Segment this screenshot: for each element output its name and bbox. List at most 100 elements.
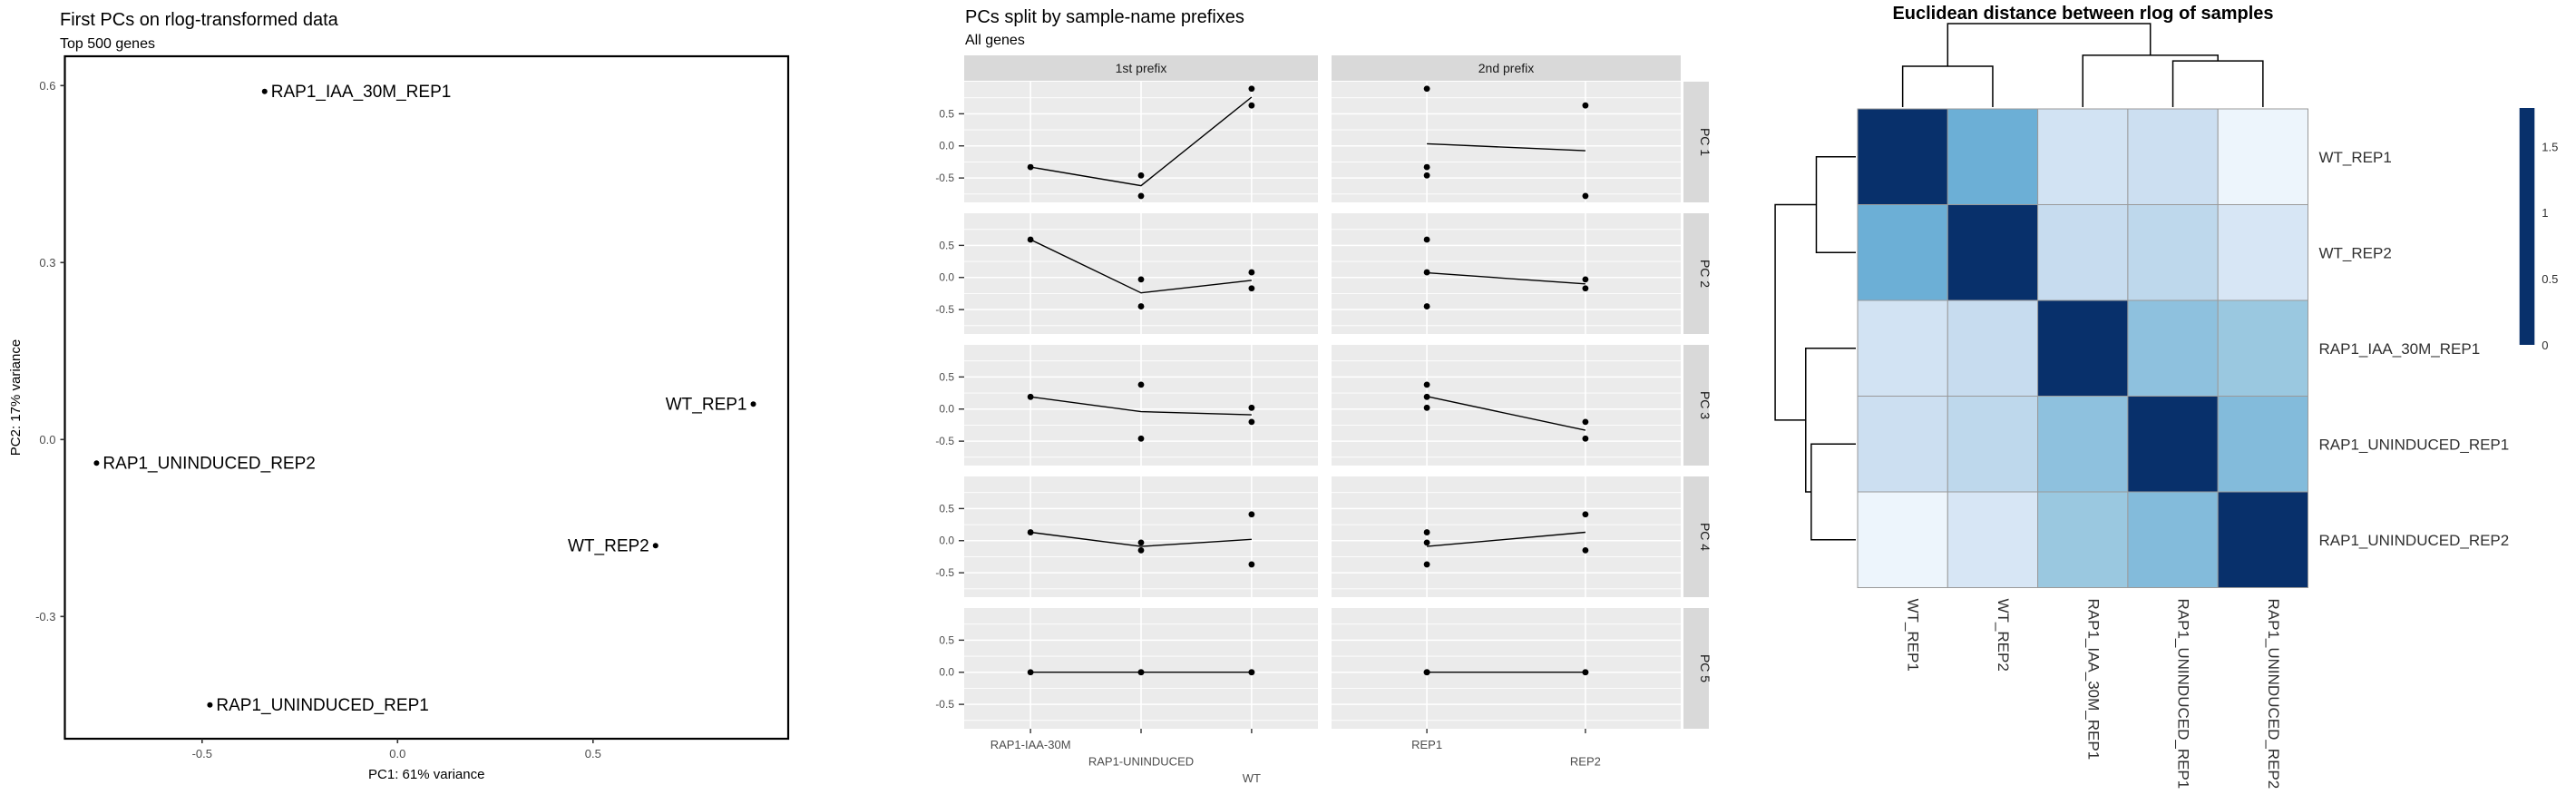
facet-row-strip [1683,608,1709,729]
heatmap-cell [2037,396,2129,493]
heatmap-cell [2217,491,2308,588]
dendrogram-branch [1805,348,1856,493]
data-point [1423,303,1430,309]
data-point [1423,539,1430,546]
facet-panel [1332,82,1681,202]
data-point [1248,418,1255,426]
data-point [1248,404,1255,411]
heatmap-cell [1857,204,1948,301]
y-tick-label: -0.5 [935,566,954,579]
data-point [1248,669,1255,676]
heatmap-cell [2127,108,2219,205]
data-point [750,401,756,407]
heatmap-row-label: WT_REP2 [2319,244,2392,261]
y-tick-label: 0.0 [939,535,954,547]
x-tick-label: 0.0 [389,747,405,761]
y-tick-label: -0.5 [935,303,954,316]
heatmap-col-label: WT_REP1 [1905,599,1922,672]
facet-row-strip [1683,345,1709,466]
heatmap-row-label: RAP1_UNINDUCED_REP2 [2319,532,2510,549]
y-tick-label: -0.5 [935,698,954,711]
heatmap-cell [2127,299,2219,397]
data-point [1582,418,1589,426]
heatmap-cell [2037,108,2129,205]
data-point [1423,393,1430,400]
dendrogram-branch [2082,54,2219,107]
point-label: WT_REP1 [666,395,747,414]
y-tick-label: -0.3 [35,610,55,623]
x-category-label: RAP1-IAA-30M [990,738,1071,751]
y-tick-label: -0.5 [935,435,954,447]
data-point [1582,435,1589,442]
heatmap-cell [2217,396,2308,493]
y-tick-label: 0.0 [939,666,954,679]
facet-col-strip [964,55,1318,81]
heatmap-row-label: RAP1_UNINDUCED_REP1 [2319,436,2510,453]
heatmap-cell [2127,396,2219,493]
x-category-label: WT [1243,771,1261,785]
heatmap-title: Euclidean distance between rlog of sampl… [1892,4,2274,24]
dendrogram-branch [1901,65,1994,107]
facet-panel [1332,608,1681,729]
data-point [1027,393,1034,400]
mean-line [1029,239,1252,294]
facet-panel [1332,345,1681,466]
data-point [1423,269,1430,276]
data-point [1137,669,1145,676]
data-point [1027,529,1034,535]
data-point [1027,236,1034,243]
point-label: RAP1_UNINDUCED_REP1 [216,696,428,715]
data-point [1248,561,1255,568]
heatmap-cell [2127,204,2219,301]
data-point [1582,546,1589,554]
point-label: RAP1_UNINDUCED_REP2 [102,454,315,473]
dendrogram-branch [1815,156,1856,253]
heatmap-cell [2127,491,2219,588]
facet-col-strip-label: 1st prefix [1116,61,1167,75]
heatmap-cell [2037,491,2129,588]
pca-plot: 0.6 0.3 0.0 -0.3 -0.5 0.0 0.5 PC1: 61% variance… [8,54,790,782]
facet-row-strip [1683,213,1709,334]
mean-line [1426,396,1586,431]
x-tick-label: -0.5 [192,747,212,761]
data-point [1137,381,1145,388]
facet-row-strip-label: PC 2 [1698,260,1712,288]
pca-subtitle: Top 500 genes [60,36,155,52]
data-point [1248,285,1255,292]
heatmap-cell [1857,299,1948,397]
heatmap-cell [1857,491,1948,588]
data-point [1248,85,1255,93]
y-tick-label: 0.3 [39,256,55,270]
y-tick-label: 0.5 [939,633,954,646]
legend-tick-label: 0 [2542,339,2548,352]
data-point [1137,539,1145,546]
heatmap-cell [1947,204,2039,301]
heatmap-cell [1947,396,2039,493]
y-tick-label: -0.5 [935,172,954,184]
data-point [1248,511,1255,518]
y-tick-label: 0.0 [939,403,954,416]
heatmap-cell [1857,108,1948,205]
data-point [1582,276,1589,283]
mean-line [1030,396,1252,416]
facet-row-strip-label: PC 1 [1698,128,1712,156]
y-tick-label: 0.5 [939,370,954,383]
data-point [1248,269,1255,276]
dendrogram-branch [1774,203,1817,421]
legend-tick-label: 0.5 [2542,272,2558,286]
y-axis-title: PC2: 17% variance [8,339,24,456]
y-tick-label: 0.5 [939,107,954,120]
heatmap-row-label: RAP1_IAA_30M_REP1 [2319,340,2481,358]
data-point [1137,172,1145,179]
heatmap-cell [2217,299,2308,397]
mean-line [1029,96,1253,187]
facet-panel [1332,476,1681,597]
y-tick-label: 0.0 [39,433,55,447]
mean-line [1427,531,1586,547]
pca-title: First PCs on rlog-transformed data [60,10,338,30]
heatmap-cell [1947,491,2039,588]
data-point [1137,435,1145,442]
legend-tick-label: 1.5 [2542,140,2558,153]
heatmap-col-label: RAP1_UNINDUCED_REP2 [2265,599,2282,790]
